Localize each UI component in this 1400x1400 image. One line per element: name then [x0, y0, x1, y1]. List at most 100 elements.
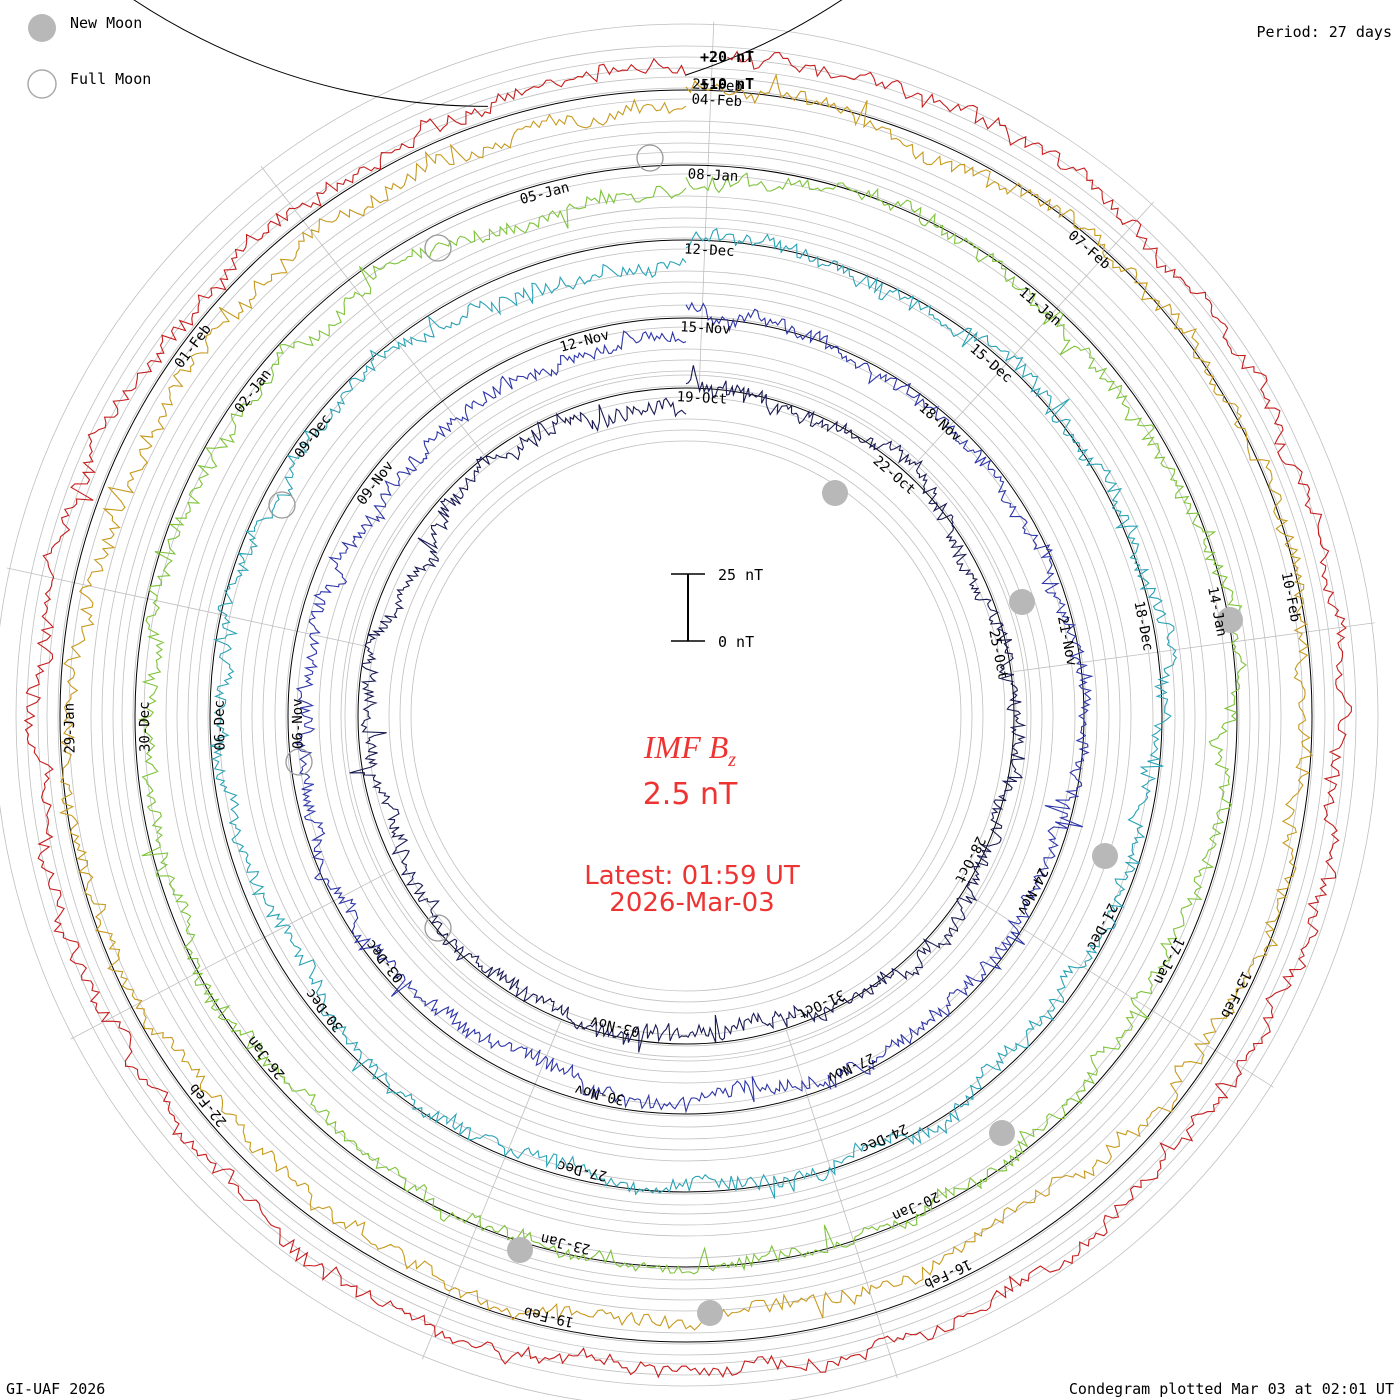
zero-ring	[134, 164, 1238, 1268]
grid-ring	[68, 98, 1304, 1334]
grid-ring	[218, 248, 1154, 1184]
date-label: 08-Jan	[687, 166, 738, 185]
full-moon-marker	[268, 491, 296, 519]
grid-ring	[165, 195, 1207, 1237]
bz-trace-4	[138, 172, 1247, 1275]
zero-rings	[59, 0, 1313, 1343]
grid-ring	[274, 304, 1098, 1128]
scale-bar-top-label: 25 nT	[718, 566, 763, 584]
new-moon-marker	[1217, 607, 1243, 633]
bz-trace-6	[23, 50, 1352, 1379]
latest-time: Latest: 01:59 UT	[584, 861, 800, 891]
grid-ring	[251, 281, 1121, 1151]
new-moon-marker	[507, 1237, 533, 1263]
footer-plotted: Condegram plotted Mar 03 at 02:01 UT	[1069, 1380, 1394, 1398]
period-label: Period: 27 days	[1257, 23, 1392, 41]
zero-ring-partial	[133, 0, 843, 107]
date-label: 27-Nov	[825, 1049, 878, 1085]
bz-traces	[23, 50, 1352, 1379]
full-moon-marker	[424, 234, 452, 262]
date-label: 12-Dec	[684, 241, 735, 260]
scale-bar-bottom-label: 0 nT	[718, 633, 754, 651]
grid-ring	[399, 429, 973, 1003]
grid-ring	[26, 56, 1346, 1376]
grid-spoke	[785, 1030, 898, 1379]
date-label: 19-Oct	[676, 389, 727, 408]
center-title-sub: z	[727, 749, 736, 771]
new-moon-label: New Moon	[70, 14, 142, 32]
grid-spokes	[6, 21, 1375, 1379]
grid-ring	[132, 162, 1240, 1270]
grid-spoke	[421, 1021, 562, 1360]
grid-ring	[296, 326, 1076, 1106]
date-label: 06-Dec	[212, 700, 229, 751]
new-moon-marker	[822, 480, 848, 506]
date-label: 16-Feb	[921, 1256, 974, 1292]
center-title-main: IMF B	[643, 729, 728, 765]
grid-spoke	[6, 567, 364, 647]
date-label: 27-Dec	[556, 1157, 609, 1184]
grid-ring	[207, 237, 1165, 1195]
full-moon-icon	[27, 69, 57, 99]
grid-ring	[0, 23, 1379, 1400]
date-label: 29-Jan	[62, 703, 79, 754]
new-moon-icon	[28, 14, 56, 42]
bz-trace-3	[210, 227, 1177, 1199]
grid-ring	[46, 76, 1326, 1356]
grid-rings	[0, 23, 1379, 1400]
date-label: 24-Dec	[858, 1120, 911, 1156]
new-moon-marker	[989, 1120, 1015, 1146]
full-moon-marker	[285, 748, 313, 776]
zero-ring	[287, 317, 1085, 1115]
grid-ring	[329, 359, 1043, 1073]
date-label: 31-Oct	[795, 986, 848, 1022]
date-label: 06-Nov	[290, 698, 307, 749]
grid-ring	[196, 226, 1176, 1206]
new-moon-marker	[1009, 589, 1035, 615]
date-label: 25-Oct	[985, 628, 1010, 681]
date-label: 25-Feb	[692, 77, 743, 96]
grid-spoke	[70, 869, 395, 1040]
grid-ring	[57, 87, 1315, 1345]
date-label: 14-Jan	[1204, 585, 1229, 638]
grid-ring	[340, 370, 1032, 1062]
scale-tick-plus20: +20 nT	[700, 48, 754, 66]
date-label: 30-Dec	[137, 701, 154, 752]
full-moon-label: Full Moon	[70, 70, 151, 88]
grid-spoke	[698, 21, 715, 387]
grid-ring	[366, 396, 1006, 1036]
zero-ring	[59, 89, 1313, 1343]
grid-spoke	[964, 891, 1274, 1088]
grid-ring	[388, 418, 984, 1014]
bz-trace-2	[294, 301, 1094, 1114]
grid-spoke	[260, 165, 485, 456]
date-label: 15-Nov	[680, 319, 731, 338]
new-moon-marker	[697, 1300, 723, 1326]
grid-ring	[240, 270, 1132, 1162]
grid-ring	[15, 45, 1357, 1387]
date-label: 18-Dec	[1131, 600, 1156, 653]
current-value: 2.5 nT	[643, 777, 738, 812]
grid-ring	[90, 120, 1282, 1312]
full-moon-marker	[636, 144, 664, 172]
grid-ring	[121, 151, 1251, 1281]
grid-ring	[112, 142, 1260, 1290]
grid-ring	[187, 217, 1185, 1215]
bz-trace-1	[349, 365, 1027, 1053]
date-label: 20-Jan	[890, 1188, 943, 1224]
date-label: 30-Nov	[573, 1081, 626, 1108]
zero-ring	[209, 239, 1163, 1193]
moon-markers	[268, 144, 1243, 1326]
new-moon-marker	[1092, 843, 1118, 869]
date-label: 04-Feb	[691, 92, 742, 111]
grid-ring	[318, 348, 1054, 1084]
footer-credit: GI-UAF 2026	[6, 1380, 105, 1398]
grid-ring	[344, 374, 1028, 1058]
grid-ring	[262, 292, 1110, 1140]
scale-tick-plus10: +10 nT	[700, 75, 754, 93]
full-moon-marker	[424, 914, 452, 942]
bz-trace-5	[59, 73, 1313, 1331]
grid-ring	[285, 315, 1087, 1117]
latest-date: 2026-Mar-03	[609, 888, 774, 918]
